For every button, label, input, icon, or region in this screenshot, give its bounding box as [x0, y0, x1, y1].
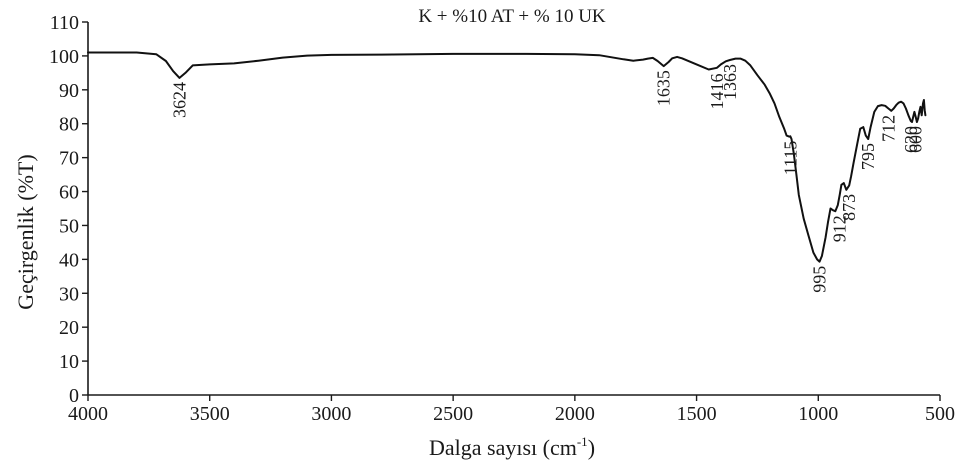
- y-tick-label: 80: [59, 114, 79, 136]
- peak-label-873: 873: [839, 194, 859, 221]
- chart-title: K + %10 AT + % 10 UK: [418, 6, 606, 27]
- peak-label-1115: 1115: [780, 141, 800, 176]
- y-tick-label: 40: [59, 249, 79, 271]
- plot-frame: [87, 22, 940, 396]
- peak-label-1416: 1416: [707, 73, 727, 109]
- x-tick-label: 3500: [190, 403, 230, 425]
- peak-label-3624: 3624: [170, 82, 190, 118]
- x-tick-label: 500: [925, 403, 955, 425]
- x-tick-label: 1000: [798, 403, 838, 425]
- peak-label-620: 620: [901, 126, 921, 153]
- y-tick-label: 110: [50, 12, 79, 34]
- peak-label-995: 995: [810, 266, 830, 293]
- x-tick-label: 2500: [433, 403, 473, 425]
- y-tick-label: 100: [49, 46, 79, 68]
- x-axis-title: Dalga sayısı (cm-1): [429, 434, 595, 460]
- y-tick-label: 10: [59, 351, 79, 373]
- peak-label-712: 712: [878, 115, 898, 142]
- y-tick-label: 70: [59, 148, 79, 170]
- peak-label-600: 600: [906, 126, 926, 153]
- x-tick-label: 3000: [311, 403, 351, 425]
- x-tick-label: 1500: [677, 403, 717, 425]
- y-axis-title: Geçirgenlik (%T): [13, 154, 38, 309]
- peak-label-795: 795: [858, 143, 878, 170]
- y-tick-label: 0: [69, 385, 79, 407]
- y-tick-label: 50: [59, 215, 79, 237]
- peak-label-1363: 1363: [720, 64, 740, 100]
- x-axis-title-superscript: -1: [577, 434, 588, 449]
- x-tick-label: 2000: [555, 403, 595, 425]
- x-axis-title-close: ): [588, 435, 595, 460]
- y-tick-label: 60: [59, 182, 79, 204]
- y-tick-label: 20: [59, 317, 79, 339]
- y-axis-ticks: 0 10 20 30 40 50 60 70 80 90 100 110: [49, 12, 88, 407]
- spectrum-line: [87, 51, 927, 263]
- x-tick-label: 4000: [68, 403, 108, 425]
- y-tick-label: 90: [59, 80, 79, 102]
- y-tick-label: 30: [59, 283, 79, 305]
- x-axis-ticks: 4000 3500 3000 2500 2000 1500 1000 500: [68, 395, 955, 425]
- peak-label-912: 912: [830, 215, 850, 242]
- peak-label-1635: 1635: [654, 70, 674, 106]
- x-axis-title-main: Dalga sayısı (cm: [429, 435, 577, 460]
